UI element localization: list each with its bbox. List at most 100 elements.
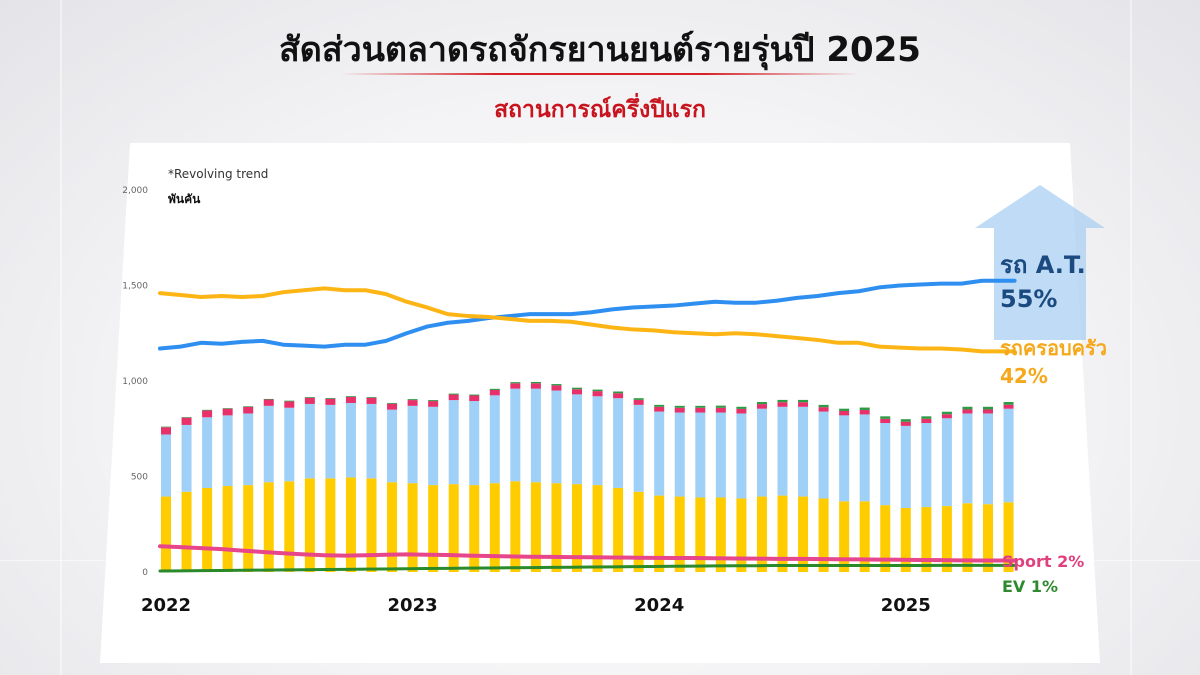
at-bar-segment (345, 402, 356, 478)
ev-bar-segment (654, 404, 665, 407)
ev-bar-segment (202, 409, 213, 411)
sport-bar-segment (798, 402, 809, 407)
family-annotation: รถครอบครัว 42% (1000, 334, 1107, 390)
at-bar-segment (530, 388, 541, 483)
sport-bar-segment (674, 407, 685, 413)
family-bar-segment (859, 501, 870, 572)
at-bar-segment (243, 413, 254, 486)
ev-bar-segment (715, 405, 726, 408)
ev-bar-segment (181, 417, 192, 418)
at-bar-segment (962, 413, 973, 504)
family-share: 42% (1000, 364, 1048, 388)
at-bar-segment (181, 424, 192, 492)
ev-bar-segment (900, 419, 911, 422)
sport-bar-segment (695, 407, 706, 413)
ev-bar-segment (572, 387, 582, 390)
at-bar-segment (818, 411, 829, 499)
at-bar-segment (798, 406, 809, 497)
family-bar-segment (489, 483, 500, 572)
family-bar-segment (633, 491, 644, 572)
family-trend-line (158, 286, 1017, 354)
ev-bar-segment (859, 407, 870, 411)
ev-bar-segment (818, 404, 829, 408)
sport-bar-segment (284, 401, 295, 408)
ev-bar-segment (489, 388, 500, 390)
chart-subtitle: สถานการณ์ครึ่งปีแรก (494, 97, 706, 123)
sport-bar-segment (304, 397, 315, 404)
family-bar-segment (572, 484, 582, 572)
at-bar-segment (654, 411, 665, 496)
ev-bar-segment (736, 406, 747, 409)
y-tick-label: 2,000 (122, 186, 148, 196)
ev-bar-segment (530, 381, 541, 384)
ev-bar-segment (839, 408, 850, 411)
sport-bar-segment (366, 397, 377, 404)
at-bar-segment (202, 417, 213, 488)
family-bar-segment (983, 504, 993, 572)
at-bar-segment (777, 406, 788, 496)
y-tick-label: 1,000 (122, 377, 148, 387)
chart-title: สัดส่วนตลาดรถจักรยานยนต์รายรุ่นปี 2025 (279, 30, 921, 70)
family-bar-segment (428, 485, 439, 572)
sport-bar-segment (510, 383, 521, 389)
sport-bar-segment (448, 394, 459, 401)
ev-bar-segment (756, 402, 767, 405)
at-bar-segment (284, 407, 295, 482)
sport-bar-segment (181, 417, 192, 425)
at-bar-segment (880, 423, 891, 506)
family-bar-segment (202, 487, 213, 572)
sport-bar-segment (263, 399, 274, 406)
sport-bar-segment (407, 400, 418, 406)
ev-bar-segment (1003, 402, 1014, 405)
family-bar-segment (407, 483, 418, 572)
at-trend-line (158, 278, 1017, 351)
at-bar-segment (592, 396, 603, 486)
sport-bar-segment (551, 385, 562, 391)
ev-bar-segment (407, 399, 418, 401)
family-bar-segment (469, 485, 480, 572)
at-bar-segment (736, 413, 747, 499)
at-bar-segment (900, 425, 911, 509)
ev-bar-segment (880, 416, 891, 419)
family-bar-segment (613, 487, 624, 572)
at-bar-segment (572, 394, 582, 485)
family-bar-segment (387, 482, 398, 572)
at-bar-segment (839, 415, 850, 502)
family-bar-segment (448, 484, 459, 572)
ev-bar-segment (592, 389, 603, 392)
family-bar-segment (756, 496, 767, 572)
ev-bar-segment (921, 416, 932, 419)
title-underline (340, 73, 860, 75)
at-bar-segment (1003, 408, 1014, 503)
family-bar-segment (304, 478, 315, 572)
ev-bar-segment (941, 411, 952, 415)
y-tick-label: 1,500 (122, 282, 148, 292)
sport-trend-line (158, 544, 1017, 563)
ev-bar-segment (345, 396, 356, 397)
sport-bar-segment (243, 406, 254, 414)
family-bar-segment (777, 495, 788, 572)
chart-note: *Revolving trend (168, 167, 269, 181)
sport-bar-segment (941, 414, 952, 419)
sport-bar-segment (983, 409, 993, 414)
sport-bar-segment (222, 408, 233, 416)
family-bar-segment (161, 496, 171, 572)
family-bar-segment (695, 497, 706, 572)
family-bar-segment (941, 506, 952, 572)
ev-bar-segment (222, 408, 233, 409)
at-bar-segment (263, 405, 274, 483)
ev-bar-segment (613, 391, 624, 394)
at-bar-segment (941, 418, 952, 507)
ev-bar-segment (304, 397, 315, 398)
ev-bar-segment (161, 426, 171, 428)
family-bar-segment (530, 482, 541, 572)
family-name: รถครอบครัว (1000, 336, 1108, 360)
family-bar-segment (510, 481, 521, 572)
family-bar-segment (345, 477, 356, 572)
ev-bar-segment (510, 382, 521, 384)
sport-bar-segment (715, 407, 726, 413)
sport-bar-segment (572, 389, 582, 395)
sport-annotation: Sport 2% (1002, 552, 1085, 571)
sport-bar-segment (613, 393, 624, 399)
sport-bar-segment (489, 389, 500, 396)
